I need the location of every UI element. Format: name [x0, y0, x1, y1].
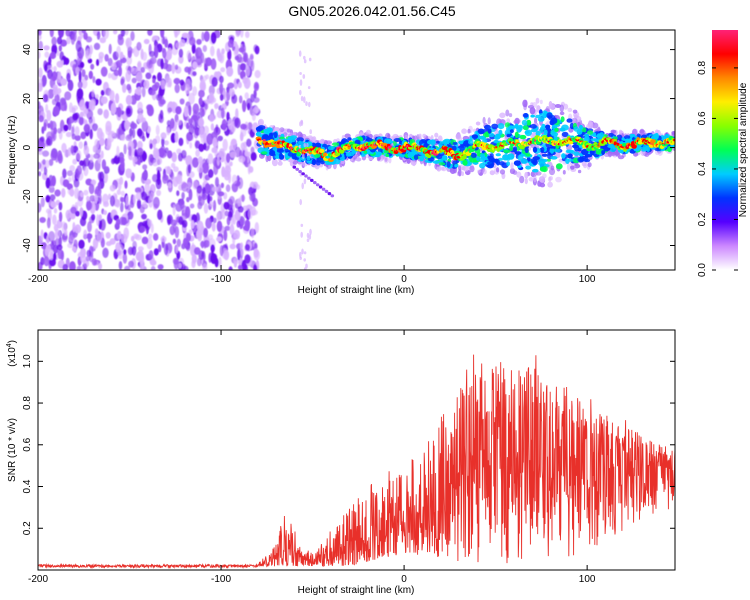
spectrogram-ytick-label: 0	[22, 144, 33, 150]
spectrogram-xtick-label: -100	[211, 274, 231, 285]
snr-multiplier-text: (x10	[7, 347, 18, 367]
snr-xtick-label: -200	[28, 574, 48, 585]
snr-ytick-label: 0.8	[22, 396, 33, 410]
snr-ytick-label: 0.6	[22, 437, 33, 451]
colorbar-tick-label: 0.8	[697, 61, 708, 75]
snr-multiplier: (x104)	[6, 340, 18, 367]
colorbar-gradient	[712, 30, 738, 270]
snr-xtick-label: 0	[401, 574, 407, 585]
colorbar: 0.0 0.2 0.4 0.6 0.8 Normalized spectral ampl…	[697, 30, 749, 277]
snr-xlabel: Height of straight line (km)	[298, 585, 415, 596]
faint-streaks	[292, 50, 335, 270]
snr-frame	[37, 329, 676, 571]
snr-line-series	[38, 354, 675, 570]
signal-band	[255, 97, 675, 188]
svg-text:(x104): (x104)	[6, 340, 18, 367]
figure-title: GN05.2026.042.01.56.C45	[288, 3, 456, 19]
snr-panel: -200 -100 0 100 0.2 0.4 0.6 0.8 1.0 Height of st…	[6, 329, 676, 596]
spectrogram-xtick-label: 100	[579, 274, 596, 285]
spectrogram-ytick-label: -40	[22, 238, 33, 253]
colorbar-label: Normalized spectral amplitude	[738, 82, 749, 217]
spectrogram-ylabel: Frequency (Hz)	[7, 116, 18, 185]
spectrogram-xtick-label: -200	[28, 274, 48, 285]
spectrogram-ytick-label: -20	[22, 189, 33, 204]
snr-multiplier-exp: 4	[6, 343, 13, 347]
spectrogram-xtick-label: 0	[401, 274, 407, 285]
spectrogram-xlabel: Height of straight line (km)	[298, 285, 415, 296]
snr-ytick-label: 1.0	[22, 354, 33, 368]
colorbar-tick-label: 0.0	[697, 263, 708, 277]
noise-region	[38, 30, 261, 270]
spectrogram-ytick-label: 40	[22, 44, 33, 56]
colorbar-tick-label: 0.2	[697, 212, 708, 226]
spectrogram-heatmap	[38, 30, 675, 270]
colorbar-tick-label: 0.4	[697, 162, 708, 176]
spectrogram-ytick-label: 20	[22, 93, 33, 105]
snr-ytick-label: 0.4	[22, 479, 33, 493]
snr-xtick-label: 100	[579, 574, 596, 585]
snr-ylabel: SNR (10 * v/v)	[7, 418, 18, 482]
spectrogram-frame	[37, 29, 676, 271]
colorbar-tick-label: 0.6	[697, 111, 708, 125]
snr-xtick-label: -100	[211, 574, 231, 585]
snr-ytick-label: 0.2	[22, 521, 33, 535]
snr-line	[38, 354, 675, 570]
